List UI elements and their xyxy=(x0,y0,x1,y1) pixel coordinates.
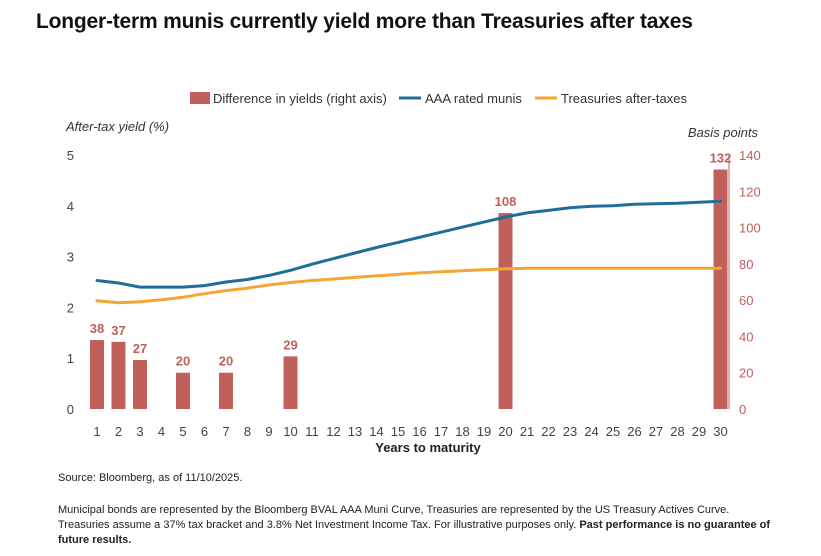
x-tick-label: 24 xyxy=(584,424,598,439)
x-tick-label: 9 xyxy=(265,424,272,439)
x-tick-label: 17 xyxy=(434,424,448,439)
x-tick-label: 10 xyxy=(283,424,297,439)
y-right-tick-label: 20 xyxy=(739,366,753,381)
bar-difference-30 xyxy=(713,169,728,409)
y-right-tick-label: 100 xyxy=(739,221,761,236)
bar-label-5: 20 xyxy=(176,354,190,369)
line-aaa-rated-munis xyxy=(95,199,722,289)
x-tick-label: 12 xyxy=(326,424,340,439)
y-axis-left-title: After-tax yield (%) xyxy=(65,119,169,134)
x-tick-label: 7 xyxy=(222,424,229,439)
bar-label-30: 132 xyxy=(710,151,732,166)
source-note: Source: Bloomberg, as of 11/10/2025. xyxy=(58,472,243,484)
legend-swatch-difference xyxy=(190,92,210,104)
y-left-tick-label: 5 xyxy=(67,148,74,163)
bar-difference-7 xyxy=(219,372,233,409)
bar-data-labels: 38 37 27 20 20 29 108 132 xyxy=(90,151,732,369)
bar-difference-10 xyxy=(283,356,298,409)
y-right-tick-label: 120 xyxy=(739,184,761,199)
legend-label-difference: Difference in yields (right axis) xyxy=(213,91,387,106)
x-tick-label: 19 xyxy=(477,424,491,439)
chart-canvas: Difference in yields (right axis) AAA ra… xyxy=(65,91,761,455)
legend: Difference in yields (right axis) AAA ra… xyxy=(190,91,687,106)
x-tick-label: 3 xyxy=(136,424,143,439)
x-tick-label: 11 xyxy=(305,424,319,439)
x-tick-label: 25 xyxy=(606,424,620,439)
x-tick-label: 27 xyxy=(649,424,663,439)
bar-series xyxy=(90,169,728,409)
legend-label-munis: AAA rated munis xyxy=(425,91,522,106)
bar-difference-2 xyxy=(111,341,126,409)
x-tick-label: 6 xyxy=(201,424,208,439)
x-tick-label: 8 xyxy=(244,424,251,439)
x-tick-label: 15 xyxy=(391,424,405,439)
chart-title: Longer-term munis currently yield more t… xyxy=(36,10,693,33)
bar-label-10: 29 xyxy=(283,337,297,352)
bar-label-3: 27 xyxy=(133,341,147,356)
y-left-tick-label: 1 xyxy=(67,351,74,366)
x-tick-label: 20 xyxy=(498,424,512,439)
y-right-tick-label: 40 xyxy=(739,329,753,344)
x-tick-label: 1 xyxy=(93,424,100,439)
bar-difference-3 xyxy=(133,360,147,409)
bar-label-20: 108 xyxy=(495,194,517,209)
x-tick-label: 30 xyxy=(713,424,727,439)
x-tick-label: 18 xyxy=(455,424,469,439)
bar-difference-1 xyxy=(90,340,104,409)
y-axis-left: 0 1 2 3 4 5 xyxy=(67,148,74,417)
y-left-tick-label: 3 xyxy=(67,250,74,265)
y-right-tick-label: 0 xyxy=(739,402,746,417)
bar-difference-20 xyxy=(498,213,513,409)
x-axis-title: Years to maturity xyxy=(375,440,481,455)
x-tick-label: 26 xyxy=(627,424,641,439)
x-tick-label: 14 xyxy=(369,424,383,439)
y-right-tick-label: 80 xyxy=(739,257,753,272)
y-right-tick-label: 60 xyxy=(739,293,753,308)
x-tick-label: 16 xyxy=(412,424,426,439)
footnote-disclaimer: Past performance is no guarantee of futu… xyxy=(58,519,771,546)
bar-label-1: 38 xyxy=(90,321,104,336)
x-tick-label: 5 xyxy=(179,424,186,439)
bar-label-2: 37 xyxy=(111,323,125,338)
bar-difference-5 xyxy=(176,372,190,409)
x-tick-label: 28 xyxy=(670,424,684,439)
y-right-tick-label: 140 xyxy=(739,148,761,163)
y-left-tick-label: 2 xyxy=(67,300,74,315)
y-axis-right: 0 20 40 60 80 100 120 140 xyxy=(728,148,761,417)
bar-label-7: 20 xyxy=(219,354,233,369)
y-axis-right-title: Basis points xyxy=(688,125,759,140)
x-tick-label: 4 xyxy=(158,424,165,439)
x-tick-label: 13 xyxy=(348,424,362,439)
footnote-text: Municipal bonds are represented by the B… xyxy=(58,504,730,531)
line-treasuries-after-taxes xyxy=(95,266,722,305)
x-tick-label: 21 xyxy=(520,424,534,439)
y-left-tick-label: 4 xyxy=(67,199,74,214)
x-axis: 1 2 3 4 5 6 7 8 9 10 11 12 13 14 15 16 17 18 19 20 21 22 23 24 2… xyxy=(93,424,727,439)
x-tick-label: 2 xyxy=(115,424,122,439)
y-left-tick-label: 0 xyxy=(67,402,74,417)
footnote: Municipal bonds are represented by the B… xyxy=(58,503,780,548)
legend-label-treasuries: Treasuries after-taxes xyxy=(561,91,687,106)
line-series xyxy=(95,199,722,305)
x-tick-label: 23 xyxy=(563,424,577,439)
x-tick-label: 22 xyxy=(541,424,555,439)
x-tick-label: 29 xyxy=(692,424,706,439)
